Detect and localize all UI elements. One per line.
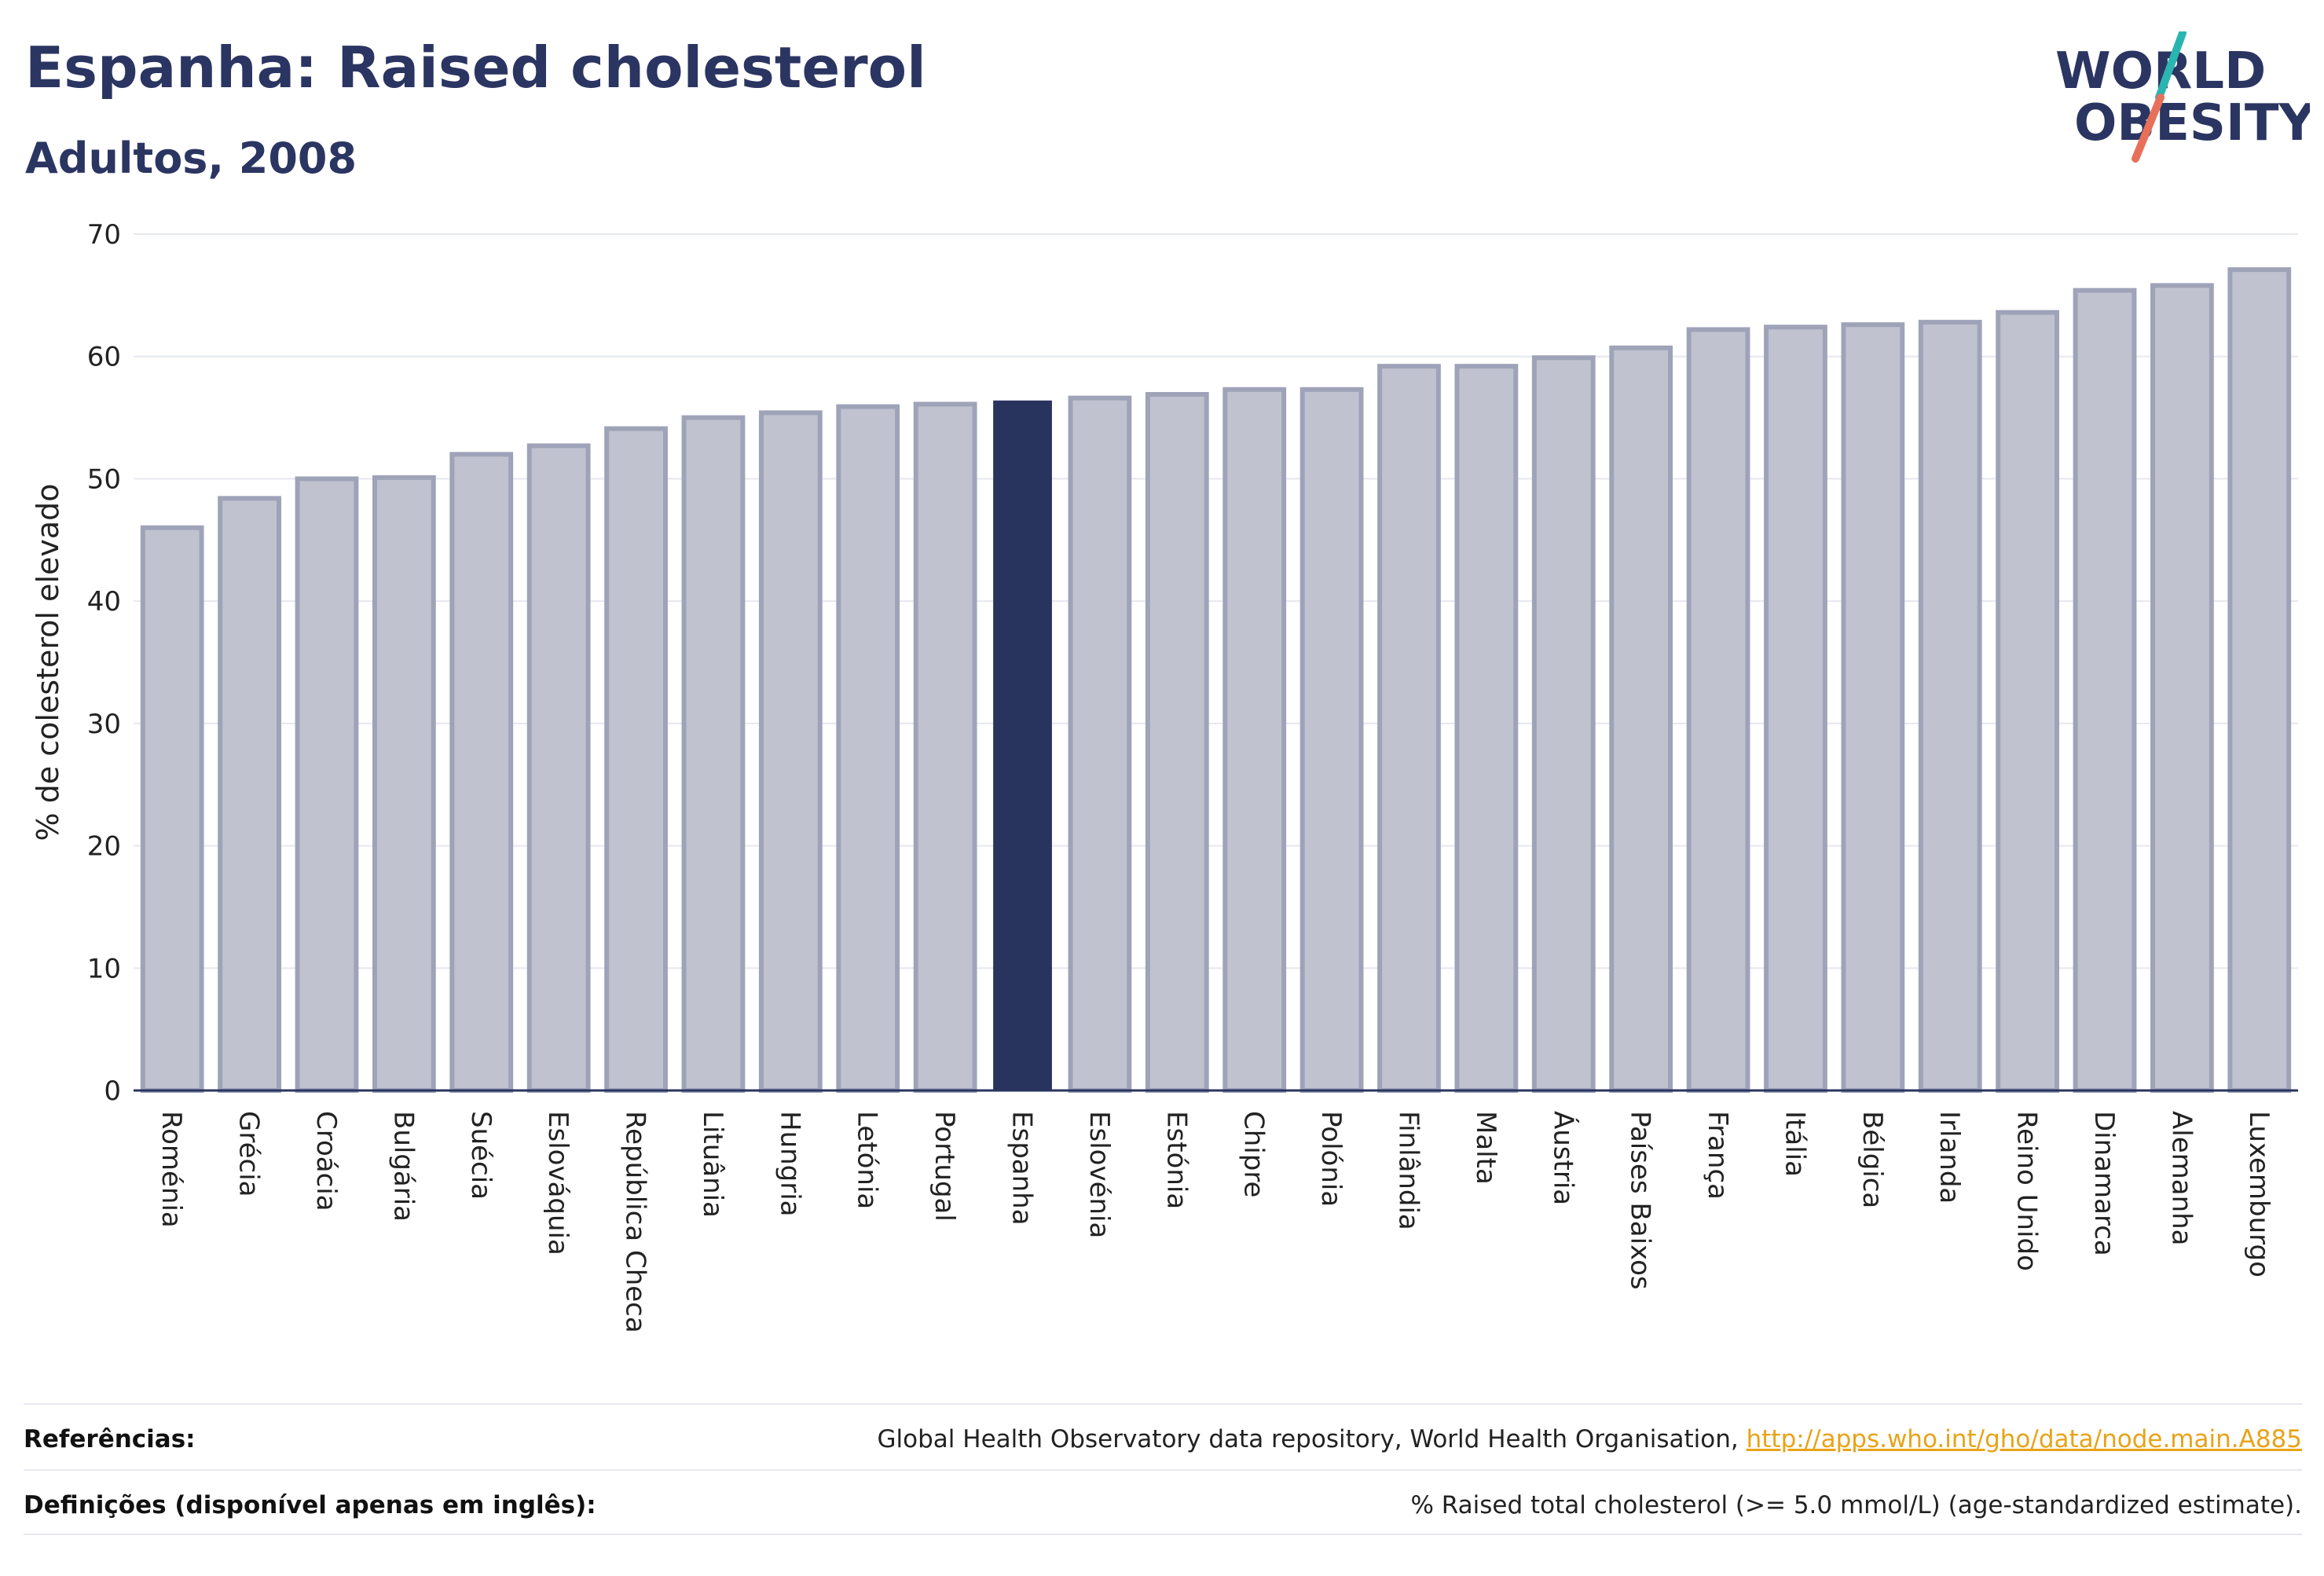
y-tick-label: 70 [87,219,121,251]
logo-text-obesity: OBESITY [2074,94,2310,152]
definitions-label: Definições (disponível apenas em inglês)… [24,1491,596,1519]
page-title: Espanha: Raised cholesterol [25,35,926,101]
bar [913,401,977,1093]
x-tick-label: Itália [1779,1111,1810,1177]
bar [1996,310,2060,1093]
x-tick-label: Espanha [1006,1111,1038,1226]
references-value: Global Health Observatory data repositor… [878,1425,2302,1453]
page-subtitle: Adultos, 2008 [25,134,357,183]
y-axis-label: % de colesterol elevado [31,483,65,841]
bar-chart: 0 10 20 30 40 50 60 70 % de colesterol elevado Ro… [31,219,2298,1333]
logo-slash-teal [2155,31,2187,101]
x-tick-label: Irlanda [1934,1111,1965,1204]
x-tick-label: Croácia [310,1111,342,1211]
world-obesity-logo: WORLD OBESITY [2055,31,2310,163]
bar [1764,324,1827,1094]
bar [2073,288,2137,1093]
bar [1377,364,1441,1093]
x-tick-label: Alemanha [2165,1111,2197,1246]
references-link[interactable]: http://apps.who.int/gho/data/node.main.A… [1746,1425,2302,1453]
bar [1222,387,1287,1093]
bar [604,426,668,1093]
y-tick-label: 10 [87,953,121,984]
bar [758,410,823,1093]
x-tick-label: Lituânia [697,1111,728,1218]
x-tick-label: Suécia [465,1111,497,1200]
bar [1531,355,1596,1093]
x-tick-label: Malta [1470,1111,1501,1185]
bar [1068,395,1132,1093]
x-tick-label: Áustria [1547,1111,1579,1205]
y-tick-label: 60 [87,342,121,373]
y-tick-label: 20 [87,831,121,863]
bar [1454,364,1519,1093]
bar [1841,322,1905,1093]
definitions-value: % Raised total cholesterol (>= 5.0 mmol/… [1410,1491,2302,1519]
x-tick-label: Luxemburgo [2243,1111,2275,1277]
x-tick-label: Eslovénia [1083,1111,1115,1238]
x-tick-label: Reino Unido [2011,1111,2043,1271]
x-tick-label: Estónia [1160,1111,1192,1209]
bar [1918,320,1982,1094]
bar [836,404,900,1093]
bar [372,475,436,1093]
y-tick-label: 30 [87,709,121,740]
x-tick-label: Eslováquia [542,1111,574,1255]
x-tick-label: República Checa [620,1111,651,1333]
footer-divider-bottom [24,1534,2302,1535]
bar [526,443,591,1093]
bar [2227,267,2292,1094]
bar [218,496,281,1093]
x-tick-label: Bélgica [1857,1111,1888,1208]
bar [681,415,746,1093]
y-tick-label: 0 [104,1076,121,1107]
bar [1145,391,1209,1093]
x-tick-label: Roménia [156,1111,187,1228]
bar [1609,345,1673,1094]
x-tick-label: Dinamarca [2088,1111,2120,1256]
y-tick-label: 40 [87,586,121,618]
y-tick-label: 50 [87,464,121,495]
references-label: Referências: [24,1425,196,1453]
bar [2150,283,2214,1093]
footer-divider-middle [24,1469,2302,1471]
references-text: Global Health Observatory data repositor… [877,1425,1747,1453]
x-tick-label: França [1702,1111,1733,1200]
x-tick-label: Finlândia [1392,1111,1424,1230]
references-row: Referências: Global Health Observatory d… [24,1408,2302,1471]
bar [1299,387,1364,1093]
x-tick-label: Polónia [1315,1111,1347,1207]
footer-divider-top [24,1403,2302,1405]
x-tick-label: Letónia [852,1111,883,1209]
x-tick-label: Grécia [233,1111,265,1197]
x-tick-label: Hungria [774,1111,805,1217]
bar [295,476,359,1093]
bar [1686,327,1750,1093]
x-tick-label: Países Baixos [1625,1111,1656,1290]
bar-highlight [993,400,1052,1090]
x-tick-label: Portugal [929,1111,960,1222]
x-tick-label: Chipre [1238,1111,1270,1197]
definitions-row: Definições (disponível apenas em inglês)… [24,1474,2302,1537]
x-tick-label: Bulgária [387,1111,419,1222]
bar [449,452,514,1093]
bar [140,525,204,1093]
logo-slash-coral [2132,93,2165,163]
